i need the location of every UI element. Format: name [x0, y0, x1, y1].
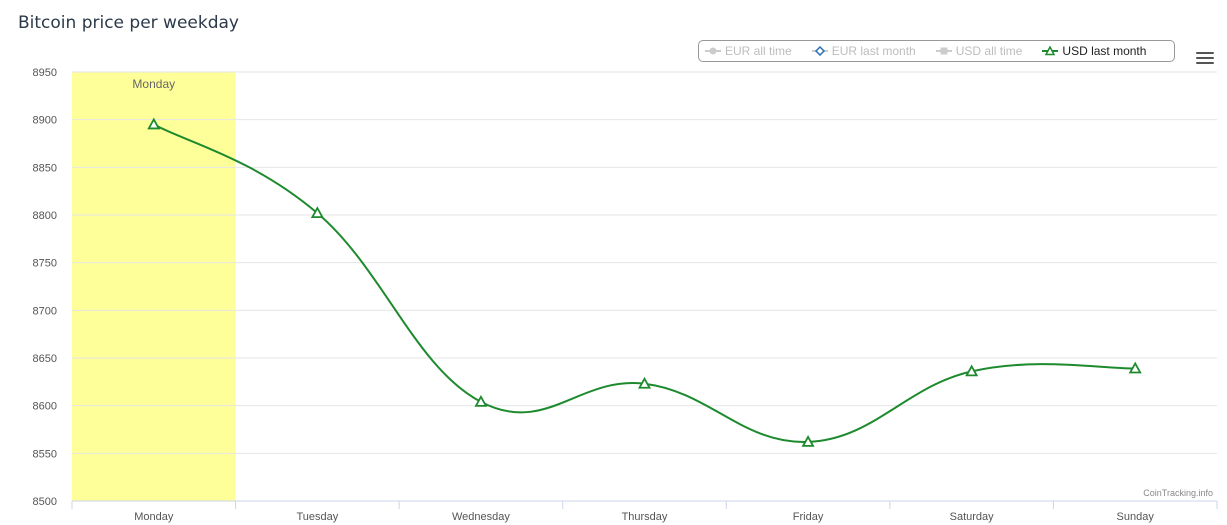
hamburger-menu-icon[interactable] — [1195, 50, 1215, 66]
x-tick-label: Wednesday — [452, 511, 510, 523]
x-tick-label: Friday — [793, 511, 824, 523]
diamond-line-icon — [811, 46, 828, 56]
data-point-marker[interactable] — [965, 364, 979, 377]
legend-label: USD all time — [955, 44, 1023, 58]
triangle-line-icon — [1042, 46, 1059, 56]
y-tick-label: 8900 — [33, 115, 57, 127]
data-point-marker[interactable] — [637, 376, 652, 389]
y-tick-label: 8800 — [33, 210, 57, 222]
credit-link[interactable]: CoinTracking.info — [1143, 488, 1213, 498]
legend-item-usd-all-time[interactable]: USD all time — [935, 44, 1023, 58]
x-tick-label: Saturday — [950, 511, 995, 523]
chart-legend: EUR all time EUR last month USD all time… — [698, 40, 1175, 62]
series-line — [153, 123, 1136, 443]
x-tick-label: Sunday — [1117, 511, 1155, 523]
data-point-marker[interactable] — [147, 117, 161, 130]
x-tick-label: Monday — [134, 511, 174, 523]
y-tick-label: 8550 — [33, 448, 57, 460]
highlight-label: Monday — [132, 77, 175, 91]
y-tick-label: 8850 — [33, 162, 57, 174]
y-tick-label: 8950 — [33, 67, 57, 79]
legend-label: EUR last month — [831, 44, 916, 58]
square-line-icon — [935, 47, 952, 55]
circle-line-icon — [705, 47, 721, 55]
x-tick-label: Thursday — [622, 511, 668, 523]
x-tick-label: Tuesday — [296, 511, 338, 523]
legend-item-eur-all-time[interactable]: EUR all time — [705, 44, 792, 58]
legend-item-eur-last-month[interactable]: EUR last month — [811, 44, 916, 58]
y-tick-label: 8600 — [33, 401, 57, 413]
chart-title: Bitcoin price per weekday — [18, 13, 239, 33]
legend-label: USD last month — [1062, 44, 1147, 58]
legend-label: EUR all time — [725, 44, 792, 58]
data-point-marker[interactable] — [1128, 361, 1142, 374]
highlight-band — [72, 72, 236, 501]
y-tick-label: 8650 — [33, 353, 57, 365]
y-tick-label: 8750 — [33, 258, 57, 270]
data-point-marker[interactable] — [310, 206, 324, 218]
y-tick-label: 8700 — [33, 305, 57, 317]
legend-item-usd-last-month[interactable]: USD last month — [1042, 44, 1146, 58]
data-point-marker[interactable] — [474, 395, 488, 407]
y-tick-label: 8500 — [33, 496, 57, 508]
data-point-marker[interactable] — [801, 435, 815, 447]
